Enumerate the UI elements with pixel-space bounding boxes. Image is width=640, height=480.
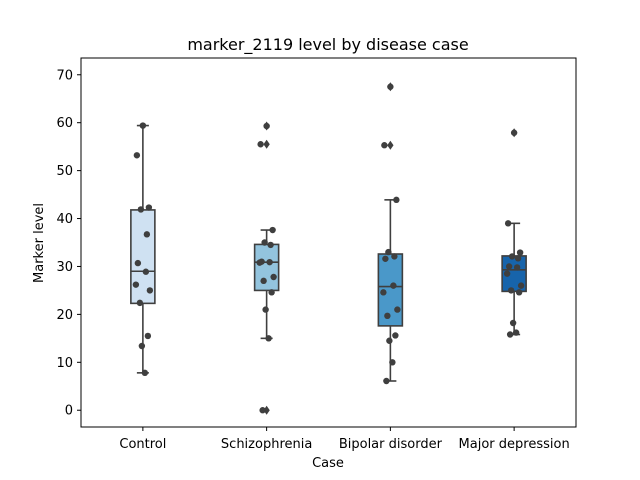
data-point: [137, 206, 145, 213]
data-point: [394, 306, 401, 313]
data-point: [270, 273, 277, 281]
y-tick-label: 70: [56, 68, 73, 83]
data-point: [513, 264, 521, 271]
data-point: [504, 220, 512, 227]
data-point: [266, 258, 273, 266]
data-point: [261, 239, 268, 246]
data-point: [393, 196, 400, 204]
box-group: [501, 128, 527, 338]
data-point: [390, 282, 397, 289]
y-tick-label: 0: [65, 404, 73, 419]
data-point: [143, 231, 151, 238]
data-point: [508, 253, 516, 260]
data-point: [392, 332, 399, 339]
x-tick-label: Major depression: [459, 437, 570, 452]
data-point: [505, 263, 513, 270]
axes-frame: [80, 57, 577, 428]
y-tick-label: 10: [56, 356, 73, 371]
data-point: [139, 122, 147, 129]
data-point: [262, 306, 269, 313]
data-point: [383, 377, 390, 385]
y-tick-label: 40: [56, 212, 73, 227]
chart-title: marker_2119 level by disease case: [187, 35, 468, 55]
data-point: [380, 289, 387, 296]
box-group: [130, 122, 156, 377]
data-point: [145, 204, 153, 211]
data-point: [384, 312, 391, 320]
data-point: [265, 335, 272, 342]
data-point: [267, 241, 274, 249]
data-point: [516, 249, 524, 256]
data-point: [260, 277, 267, 285]
box: [253, 243, 280, 292]
data-point: [259, 407, 266, 414]
data-point: [503, 270, 511, 277]
data-point: [506, 331, 514, 338]
plot-area: 0 10 20 30 40 50 60 70 Control Schizophrenia Bipol…: [56, 57, 577, 452]
y-axis-label: Marker level: [32, 203, 47, 283]
data-point: [509, 319, 517, 327]
data-point: [138, 342, 146, 350]
data-point: [144, 332, 152, 340]
outlier-marker: [263, 405, 270, 415]
data-point: [382, 255, 389, 262]
data-point: [517, 282, 525, 289]
y-tick-label: 50: [56, 164, 73, 179]
box-group: [377, 82, 404, 385]
data-point: [514, 255, 522, 262]
outlier-marker: [387, 140, 394, 150]
data-point: [386, 337, 393, 344]
x-tick-label: Schizophrenia: [221, 437, 312, 452]
data-point: [141, 369, 149, 377]
x-tick-label: Control: [119, 437, 166, 452]
data-point: [512, 329, 520, 336]
y-tick-label: 20: [56, 308, 73, 323]
x-axis-label: Case: [312, 456, 344, 471]
data-point: [510, 129, 518, 136]
x-tick-label: Bipolar disorder: [339, 437, 443, 452]
data-point: [132, 281, 140, 288]
data-point: [381, 142, 388, 149]
data-point: [146, 287, 154, 294]
data-point: [268, 289, 275, 296]
data-point: [385, 248, 392, 256]
data-point: [387, 83, 394, 90]
data-point: [142, 268, 150, 275]
data-point: [263, 122, 270, 130]
data-point: [269, 226, 276, 234]
data-point: [136, 299, 144, 307]
data-point: [389, 359, 396, 366]
data-point: [256, 259, 263, 266]
data-point: [133, 152, 141, 159]
y-tick-label: 30: [56, 260, 73, 275]
data-point: [507, 287, 515, 294]
y-tick-label: 60: [56, 116, 73, 131]
data-point: [257, 141, 264, 148]
data-point: [391, 253, 398, 260]
data-point: [134, 259, 142, 267]
box-group: [253, 121, 280, 415]
data-point: [515, 289, 523, 296]
outlier-marker: [263, 139, 270, 149]
